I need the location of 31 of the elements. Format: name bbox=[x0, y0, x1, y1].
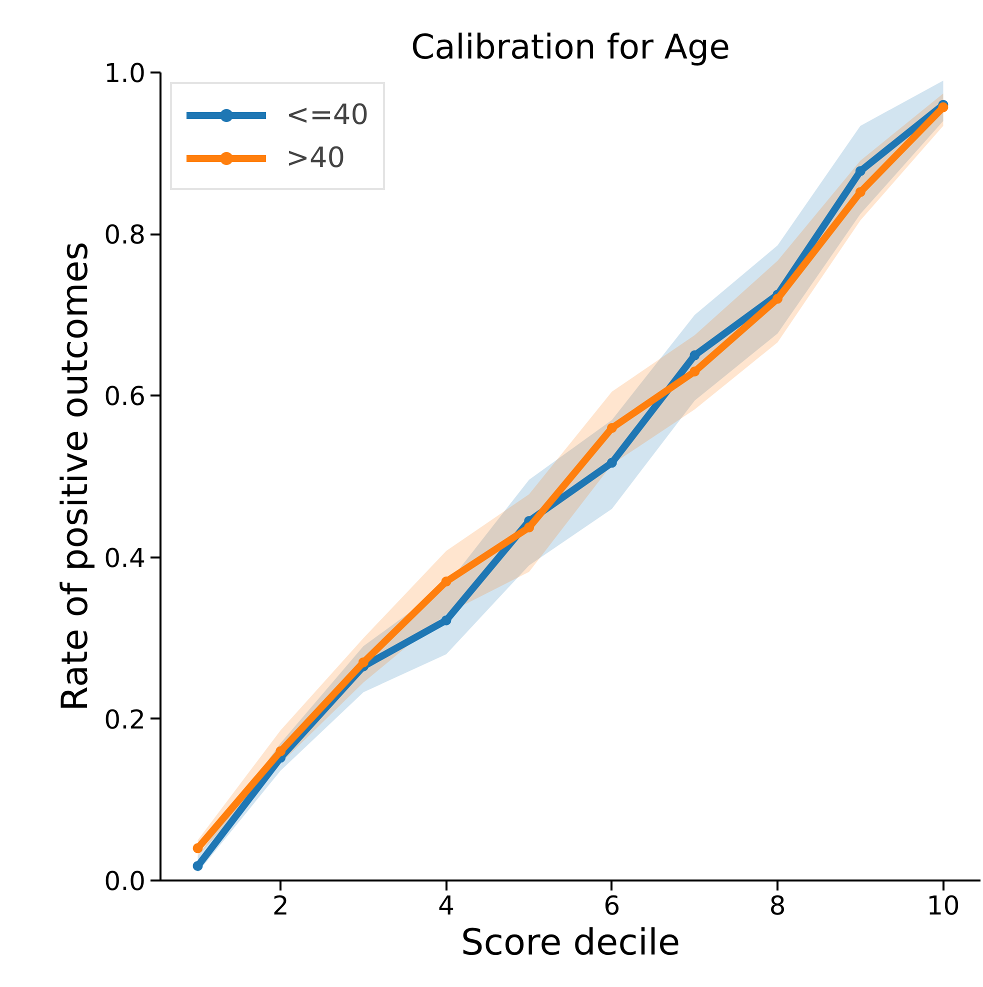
y-tick-label: 0.4 bbox=[104, 544, 146, 574]
y-tick-label: 0.2 bbox=[104, 705, 146, 736]
point bbox=[192, 860, 203, 871]
point bbox=[690, 366, 700, 376]
x-tick-label: 10 bbox=[926, 892, 960, 922]
y-tick-label: 1.0 bbox=[104, 59, 146, 89]
y-axis-title: Rate of positive outcomes bbox=[55, 242, 96, 712]
legend-label: <=40 bbox=[286, 98, 369, 131]
point bbox=[276, 746, 286, 756]
point bbox=[855, 166, 866, 176]
point bbox=[606, 458, 617, 468]
point bbox=[855, 187, 866, 198]
x-tick-label: 2 bbox=[272, 892, 289, 922]
x-tick-label: 6 bbox=[604, 892, 620, 922]
y-tick-label: 0.0 bbox=[104, 867, 146, 897]
chart-title: Calibration for Age bbox=[410, 28, 730, 68]
point bbox=[938, 102, 948, 112]
point bbox=[690, 350, 700, 360]
x-tick-label: 8 bbox=[769, 892, 786, 922]
x-tick-label: 4 bbox=[438, 892, 455, 922]
point bbox=[441, 576, 452, 587]
point bbox=[441, 615, 452, 626]
point bbox=[772, 294, 783, 304]
point bbox=[524, 522, 534, 532]
legend-label: >40 bbox=[286, 141, 346, 174]
point bbox=[606, 423, 617, 434]
point bbox=[192, 843, 203, 854]
y-tick-label: 0.6 bbox=[104, 382, 146, 412]
x-axis-title: Score decile bbox=[460, 922, 680, 964]
point bbox=[358, 657, 368, 668]
y-tick-label: 0.8 bbox=[104, 220, 146, 251]
